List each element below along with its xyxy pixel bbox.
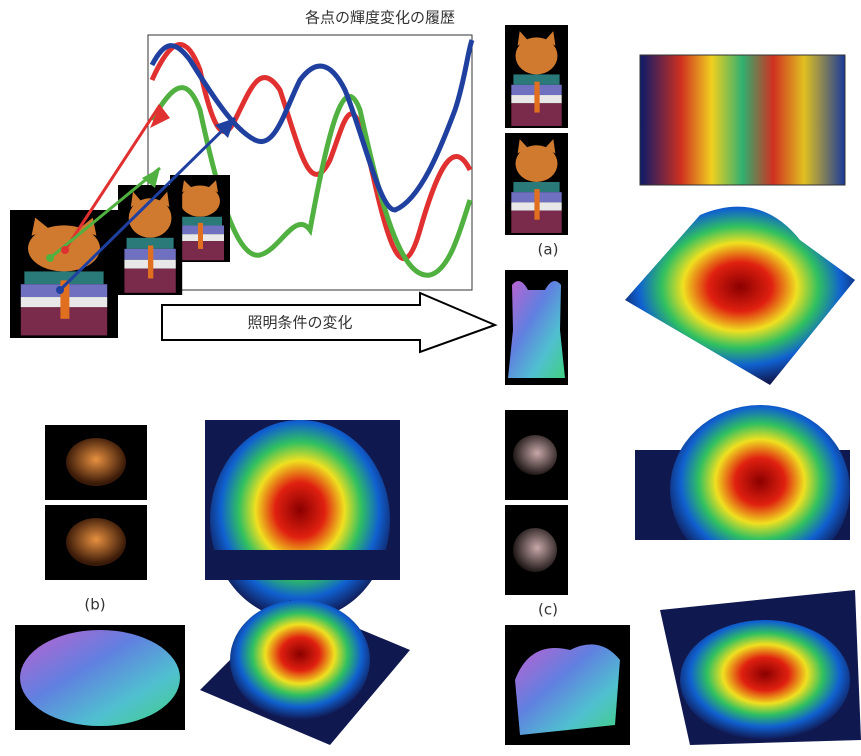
- photo: [505, 133, 568, 235]
- panel-label: (c): [538, 601, 558, 619]
- panel-label: (a): [538, 241, 559, 259]
- surface-plot: [640, 55, 845, 185]
- figure: 各点の輝度変化の履歴 照明条件の変化 (a) (b) (c): [0, 0, 861, 756]
- photo: [10, 210, 118, 338]
- panel-label: (b): [84, 596, 105, 614]
- plot-title: 各点の輝度変化の履歴: [305, 9, 455, 27]
- surface-plot: [625, 207, 855, 385]
- arrow-label: 照明条件の変化: [247, 314, 352, 332]
- photo: [505, 25, 568, 128]
